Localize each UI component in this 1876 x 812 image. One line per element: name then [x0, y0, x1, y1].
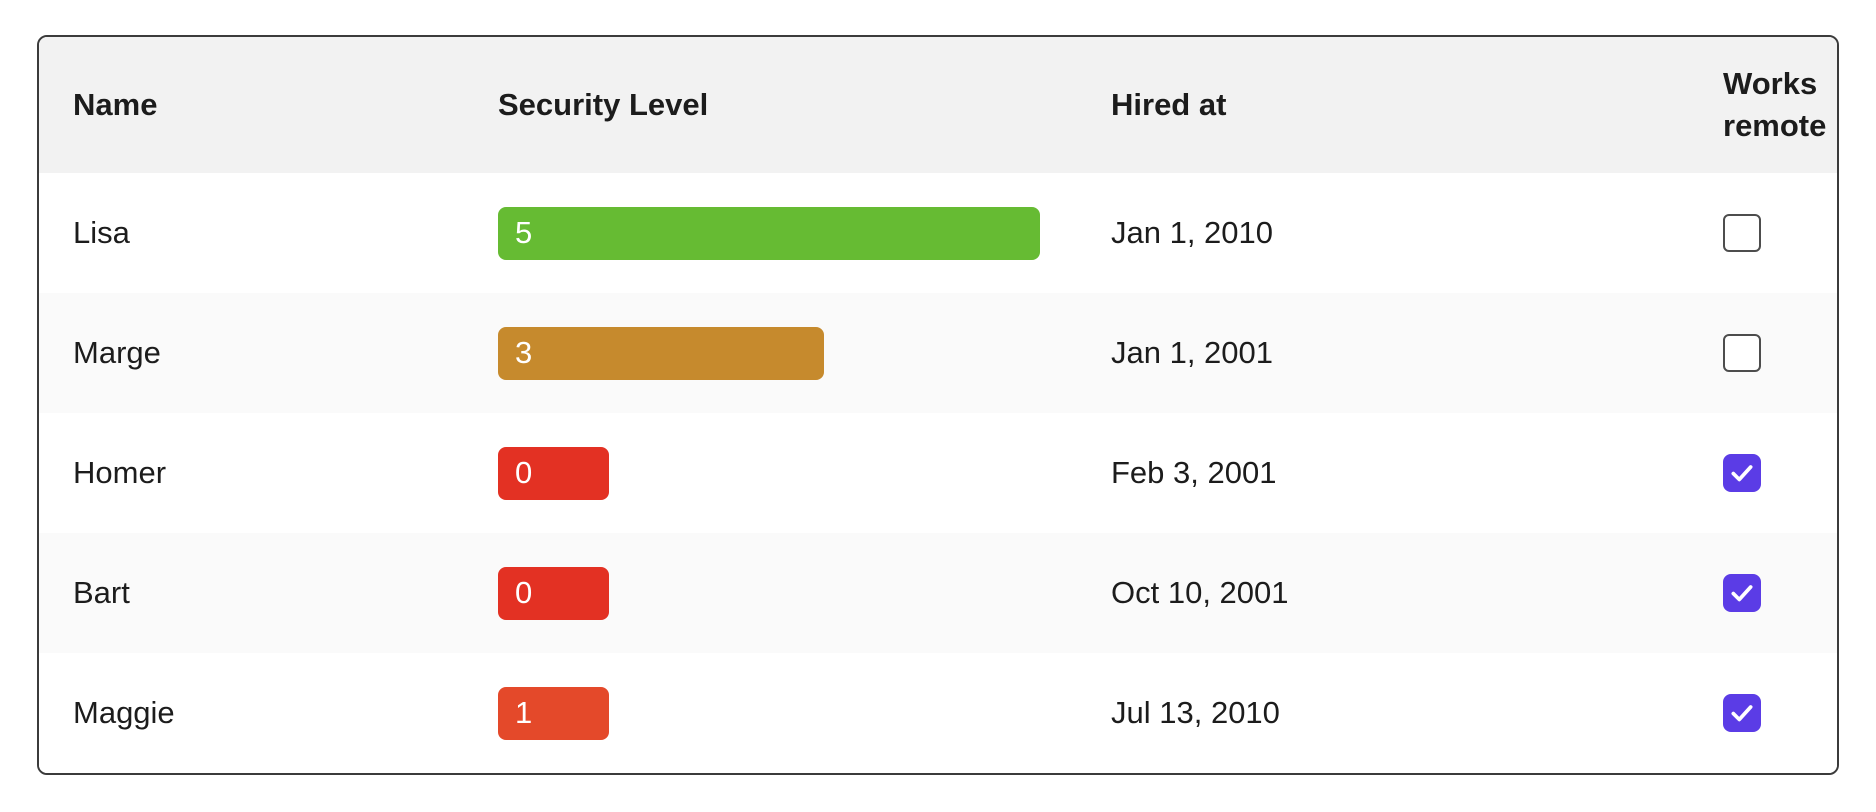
name-cell: Bart [73, 575, 130, 610]
table-row: Homer 0 Feb 3, 2001 [39, 413, 1837, 533]
table-row: Maggie 1 Jul 13, 2010 [39, 653, 1837, 773]
works-remote-cell [1723, 214, 1823, 252]
security-level-cell: 5 [498, 206, 1111, 260]
column-header-name: Name [73, 87, 158, 123]
column-header-works-remote: Works remote [1723, 66, 1827, 143]
security-level-value: 3 [515, 335, 533, 370]
table-header-row: Name Security Level Hired at Works remot… [39, 37, 1837, 173]
works-remote-checkbox[interactable] [1723, 454, 1761, 492]
security-level-value: 1 [515, 695, 533, 730]
hired-at-cell: Jul 13, 2010 [1111, 695, 1280, 730]
table-row: Marge 3 Jan 1, 2001 [39, 293, 1837, 413]
hired-at-cell: Jan 1, 2001 [1111, 335, 1274, 370]
works-remote-cell [1723, 454, 1823, 492]
works-remote-checkbox[interactable] [1723, 214, 1761, 252]
works-remote-checkbox[interactable] [1723, 574, 1761, 612]
security-level-bar: 0 [498, 446, 609, 500]
hired-at-cell: Oct 10, 2001 [1111, 575, 1289, 610]
name-cell: Lisa [73, 215, 130, 250]
works-remote-cell [1723, 694, 1823, 732]
works-remote-cell [1723, 334, 1823, 372]
security-level-value: 5 [515, 215, 533, 250]
employee-table: Name Security Level Hired at Works remot… [37, 35, 1839, 775]
column-header-security-level: Security Level [498, 87, 709, 123]
table-row: Lisa 5 Jan 1, 2010 [39, 173, 1837, 293]
security-level-bar: 0 [498, 566, 609, 620]
table-row: Bart 0 Oct 10, 2001 [39, 533, 1837, 653]
security-level-bar: 5 [498, 206, 1040, 260]
security-level-bar: 3 [498, 326, 824, 380]
works-remote-checkbox[interactable] [1723, 334, 1761, 372]
security-level-cell: 1 [498, 686, 1111, 740]
name-cell: Maggie [73, 695, 175, 730]
security-level-cell: 3 [498, 326, 1111, 380]
security-level-value: 0 [515, 575, 533, 610]
works-remote-cell [1723, 574, 1823, 612]
security-level-cell: 0 [498, 446, 1111, 500]
column-header-hired-at: Hired at [1111, 87, 1227, 123]
hired-at-cell: Jan 1, 2010 [1111, 215, 1274, 250]
checkmark-icon [1731, 585, 1753, 602]
hired-at-cell: Feb 3, 2001 [1111, 455, 1277, 490]
works-remote-checkbox[interactable] [1723, 694, 1761, 732]
security-level-bar: 1 [498, 686, 609, 740]
checkmark-icon [1731, 705, 1753, 722]
security-level-value: 0 [515, 455, 533, 490]
checkmark-icon [1731, 465, 1753, 482]
security-level-cell: 0 [498, 566, 1111, 620]
name-cell: Homer [73, 455, 167, 490]
name-cell: Marge [73, 335, 161, 370]
